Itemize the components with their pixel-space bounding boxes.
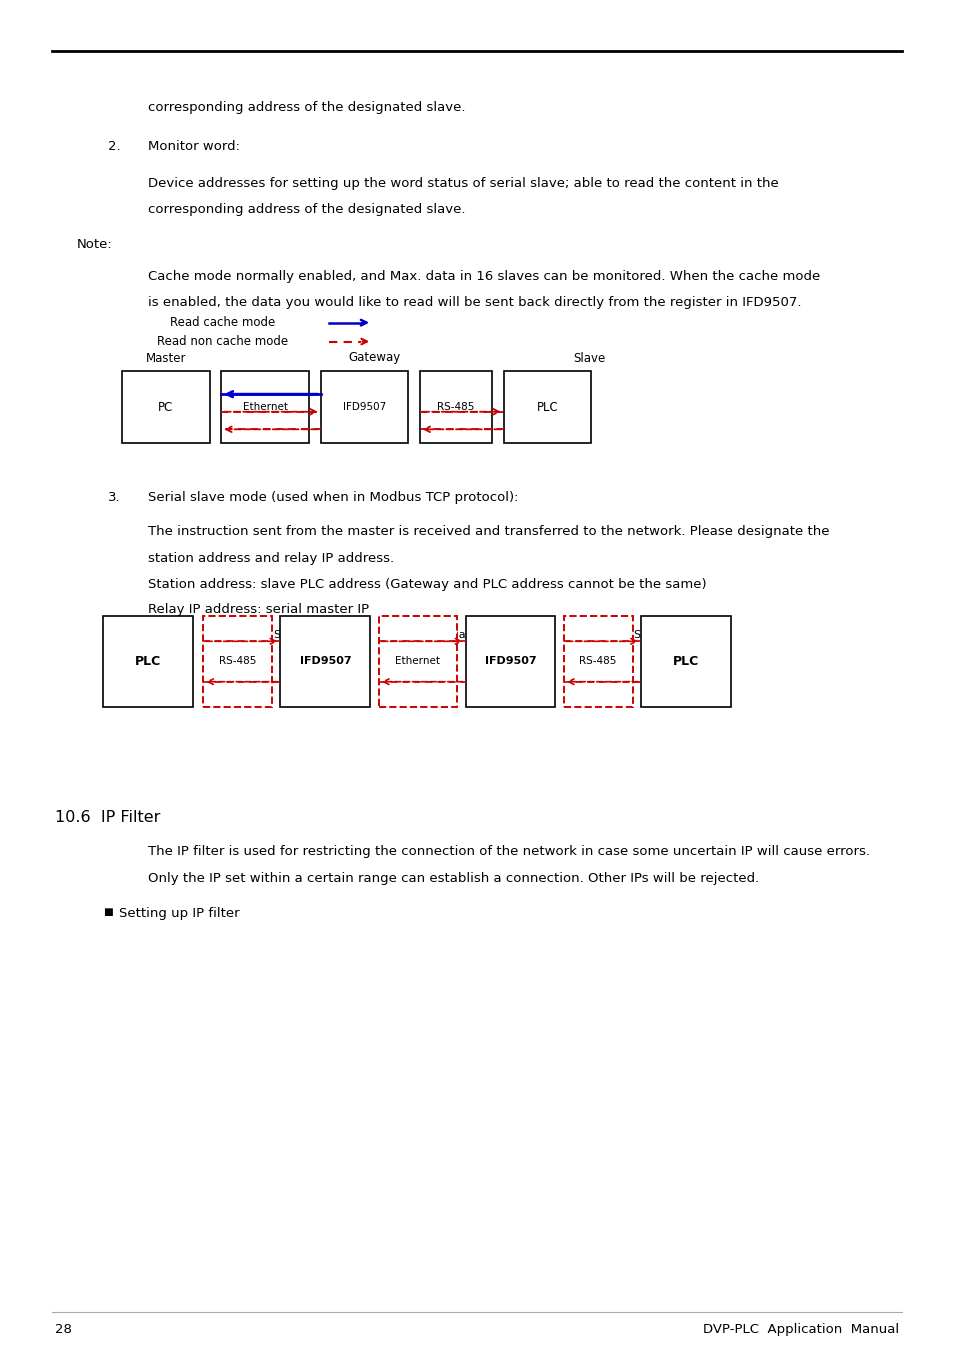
Text: Setting up IP filter: Setting up IP filter bbox=[119, 907, 239, 921]
Text: The instruction sent from the master is received and transferred to the network.: The instruction sent from the master is … bbox=[148, 525, 828, 539]
Text: 3.: 3. bbox=[108, 491, 120, 505]
Text: 10.6  IP Filter: 10.6 IP Filter bbox=[55, 810, 160, 825]
FancyBboxPatch shape bbox=[419, 371, 492, 443]
Text: Serial slave mode (used when in Modbus TCP protocol):: Serial slave mode (used when in Modbus T… bbox=[148, 491, 517, 505]
Text: PLC: PLC bbox=[672, 655, 699, 668]
Text: Station address: slave PLC address (Gateway and PLC address cannot be the same): Station address: slave PLC address (Gate… bbox=[148, 578, 706, 591]
Text: Gateway: Gateway bbox=[349, 351, 400, 364]
FancyBboxPatch shape bbox=[503, 371, 591, 443]
FancyBboxPatch shape bbox=[640, 616, 730, 707]
Text: Note:: Note: bbox=[76, 238, 112, 251]
FancyBboxPatch shape bbox=[378, 616, 456, 707]
Text: Relay IP address: serial master IP: Relay IP address: serial master IP bbox=[148, 603, 369, 617]
Text: RS-485: RS-485 bbox=[578, 656, 617, 667]
Text: Read cache mode: Read cache mode bbox=[170, 316, 274, 329]
Text: DVP-PLC  Application  Manual: DVP-PLC Application Manual bbox=[701, 1323, 898, 1336]
Text: Ethernet: Ethernet bbox=[242, 402, 288, 412]
Text: station address and relay IP address.: station address and relay IP address. bbox=[148, 552, 394, 566]
Text: Monitor word:: Monitor word: bbox=[148, 140, 239, 154]
Text: Slave: Slave bbox=[633, 630, 663, 640]
Text: is enabled, the data you would like to read will be sent back directly from the : is enabled, the data you would like to r… bbox=[148, 296, 801, 309]
Text: IFD9507: IFD9507 bbox=[342, 402, 386, 412]
Text: IFD9507: IFD9507 bbox=[484, 656, 536, 667]
Text: RS-485: RS-485 bbox=[436, 402, 475, 412]
Text: Ethernet: Ethernet bbox=[395, 656, 440, 667]
Text: RS-485: RS-485 bbox=[218, 656, 256, 667]
Text: ■: ■ bbox=[103, 907, 112, 917]
Text: PLC: PLC bbox=[134, 655, 161, 668]
Text: corresponding address of the designated slave.: corresponding address of the designated … bbox=[148, 202, 465, 216]
Text: PC: PC bbox=[158, 401, 173, 413]
FancyBboxPatch shape bbox=[280, 616, 370, 707]
FancyBboxPatch shape bbox=[221, 371, 309, 443]
Text: Read non cache mode: Read non cache mode bbox=[157, 335, 288, 348]
Text: The IP filter is used for restricting the connection of the network in case some: The IP filter is used for restricting th… bbox=[148, 845, 869, 859]
Text: 2.: 2. bbox=[108, 140, 120, 154]
Text: IFD9507: IFD9507 bbox=[299, 656, 351, 667]
FancyBboxPatch shape bbox=[563, 616, 632, 707]
Text: Master: Master bbox=[146, 351, 186, 364]
FancyBboxPatch shape bbox=[465, 616, 555, 707]
Text: Cache mode normally enabled, and Max. data in 16 slaves can be monitored. When t: Cache mode normally enabled, and Max. da… bbox=[148, 270, 820, 284]
Text: Slave: Slave bbox=[573, 351, 605, 364]
Text: Serial Slave: Serial Slave bbox=[274, 630, 340, 640]
FancyBboxPatch shape bbox=[122, 371, 210, 443]
Text: Serial Master: Serial Master bbox=[437, 630, 510, 640]
Text: corresponding address of the designated slave.: corresponding address of the designated … bbox=[148, 101, 465, 115]
Text: Device addresses for setting up the word status of serial slave; able to read th: Device addresses for setting up the word… bbox=[148, 177, 778, 190]
Text: Master: Master bbox=[129, 630, 167, 640]
FancyBboxPatch shape bbox=[203, 616, 272, 707]
Text: 28: 28 bbox=[55, 1323, 72, 1336]
FancyBboxPatch shape bbox=[320, 371, 408, 443]
FancyBboxPatch shape bbox=[103, 616, 193, 707]
Text: PLC: PLC bbox=[537, 401, 558, 413]
Text: Only the IP set within a certain range can establish a connection. Other IPs wil: Only the IP set within a certain range c… bbox=[148, 872, 759, 886]
